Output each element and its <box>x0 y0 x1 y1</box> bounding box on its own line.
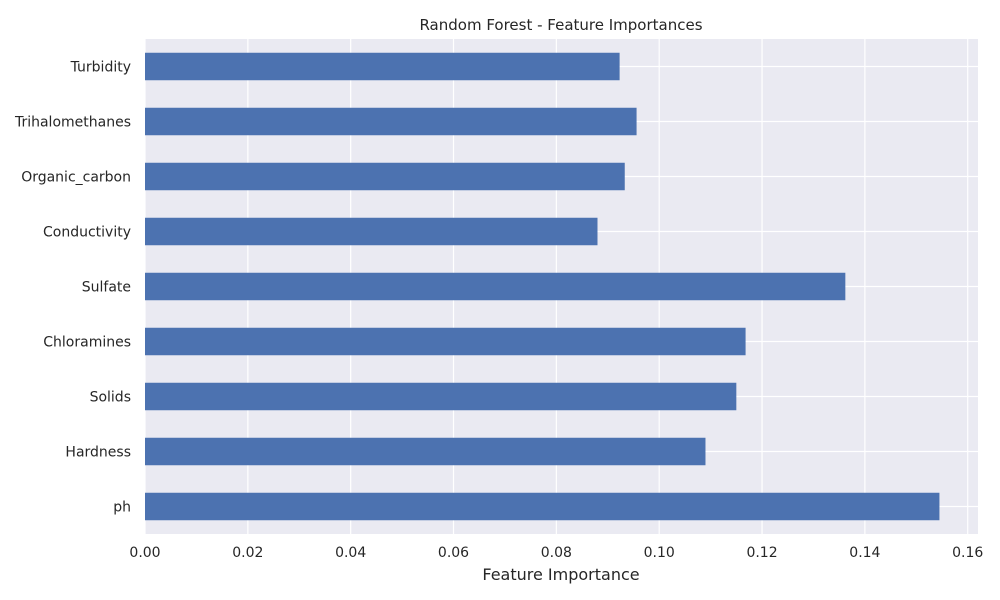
x-tick-label: 0.10 <box>644 545 675 561</box>
x-axis-label: Feature Importance <box>482 565 639 584</box>
bar-turbidity <box>145 52 620 81</box>
y-tick-label: Sulfate <box>82 280 131 296</box>
y-tick-label: Turbidity <box>70 60 131 76</box>
y-tick-label: ph <box>113 500 131 516</box>
y-tick-label: Trihalomethanes <box>14 115 131 131</box>
y-tick-label: Solids <box>90 390 131 406</box>
bar-sulfate <box>145 272 846 301</box>
bar-ph <box>145 492 940 521</box>
x-tick-label: 0.00 <box>129 545 160 561</box>
y-tick-label: Organic_carbon <box>21 170 131 186</box>
bar-organic-carbon <box>145 162 625 191</box>
y-tick-labels: ph Hardness Solids Chloramines Sulfate Conduc… <box>14 60 131 516</box>
bar-hardness <box>145 437 706 466</box>
bars <box>145 52 940 521</box>
y-tick-label: Chloramines <box>43 335 131 351</box>
bar-solids <box>145 382 737 411</box>
x-tick-label: 0.12 <box>746 545 777 561</box>
bar-chloramines <box>145 327 746 356</box>
x-tick-label: 0.08 <box>541 545 572 561</box>
bar-conductivity <box>145 217 598 246</box>
x-tick-label: 0.02 <box>232 545 263 561</box>
x-tick-label: 0.16 <box>952 545 983 561</box>
x-tick-label: 0.04 <box>335 545 366 561</box>
chart-title: Random Forest - Feature Importances <box>419 16 702 34</box>
x-tick-labels: 0.00 0.02 0.04 0.06 0.08 0.10 0.12 0.14 0.16 <box>129 545 983 561</box>
x-tick-label: 0.06 <box>438 545 469 561</box>
y-tick-label: Conductivity <box>43 225 131 241</box>
y-tick-label: Hardness <box>65 445 131 461</box>
bar-trihalomethanes <box>145 107 637 136</box>
x-tick-label: 0.14 <box>849 545 880 561</box>
